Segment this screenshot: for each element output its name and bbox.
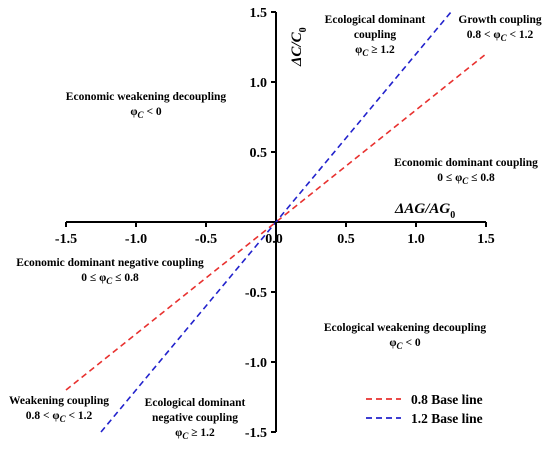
x-tick-label: 1.0 [407,232,425,247]
x-axis-title: ΔAG/AG0 [394,201,455,221]
region-annotation: Ecological dominant negative coupling φC ≥… [145,397,246,441]
x-tick-label: -0.5 [195,232,217,247]
x-tick-label: -1.5 [55,232,77,247]
y-tick-label: 1.5 [250,6,268,21]
region-annotation: Economic dominant coupling 0 ≤ φC ≤ 0.8 [394,157,538,186]
region-annotation: Economic weakening decoupling φC < 0 [66,91,227,120]
region-annotation: Ecological dominant coupling φC ≥ 1.2 [325,14,426,58]
region-annotations: Ecological dominant coupling φC ≥ 1.2 Growt… [9,14,542,441]
y-tick-label: 1.0 [250,76,268,91]
region-annotation: Ecological weakening decoupling φC < 0 [324,322,487,351]
region-annotation: Economic dominant negative coupling 0 ≤ φ… [16,257,204,286]
y-tick-label: -1.5 [245,426,267,441]
legend: 0.8 Base line 1.2 Base line [366,392,483,426]
y-axis-title: ΔC/C0 [289,27,309,67]
tick-labels: -1.5 -1.0 -0.5 0.0 0.5 1.0 1.5 -1.5 -1.0 -0.5 0.5 1… [55,6,495,441]
x-tick-label: 1.5 [477,232,495,247]
x-tick-label: -1.0 [125,232,147,247]
legend-label-0: 0.8 Base line [411,392,483,407]
region-annotation: Growth coupling 0.8 < φC < 1.2 [458,14,541,43]
y-tick-label: -0.5 [245,286,267,301]
y-tick-label: -1.0 [245,356,267,371]
y-tick-label: 0.5 [250,146,268,161]
x-tick-label: 0.5 [337,232,355,247]
legend-label-1: 1.2 Base line [411,411,483,426]
region-annotation: Weakening coupling 0.8 < φC < 1.2 [9,395,109,424]
x-tick-label: 0.0 [265,232,283,247]
